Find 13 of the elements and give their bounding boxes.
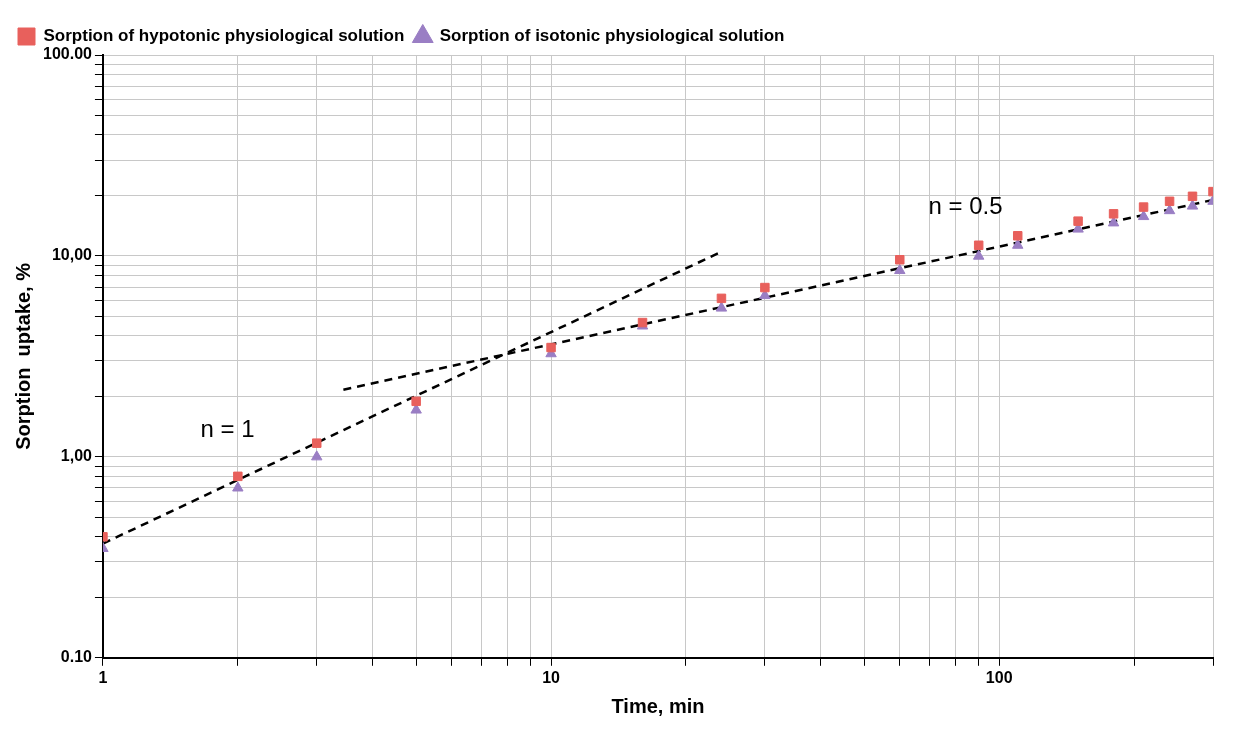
annotation: n = 1 xyxy=(200,415,255,443)
legend-label: Sorption of isotonic physiological solution xyxy=(439,26,785,46)
y-tick-label: 0.10 xyxy=(60,648,93,666)
x-axis-title: Time, min xyxy=(611,694,705,717)
x-tick-label: 1 xyxy=(98,668,108,686)
y-tick-label: 10,00 xyxy=(51,246,93,264)
x-tick-label: 10 xyxy=(542,668,561,686)
legend-label: Sorption of hypotonic physiological solution xyxy=(43,26,405,46)
y-tick-label: 100.00 xyxy=(43,45,93,63)
y-tick-label: 1,00 xyxy=(60,447,93,465)
y-axis-title: Sorption uptake, % xyxy=(11,262,34,450)
x-tick-label: 100 xyxy=(985,668,1013,686)
annotation: n = 0.5 xyxy=(928,191,1003,219)
